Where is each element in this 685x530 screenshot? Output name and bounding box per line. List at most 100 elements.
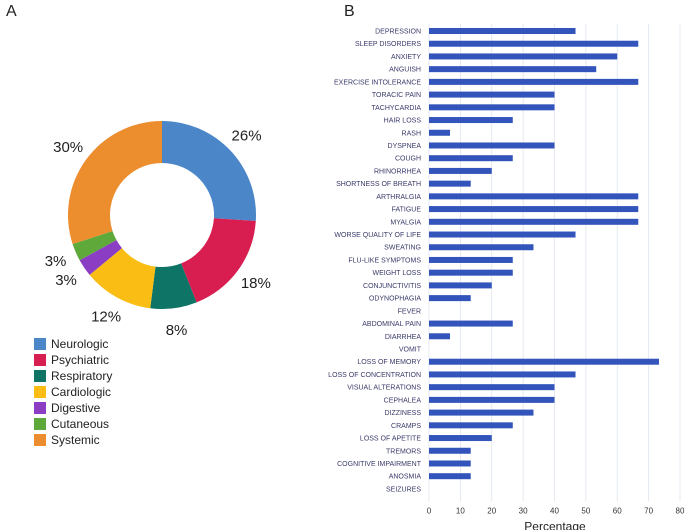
legend-label-cardiologic: Cardiologic (51, 385, 111, 399)
bar-anxiety (429, 53, 618, 60)
category-label-sweating: SWEATING (384, 245, 421, 252)
bar-chart-x-ticks: 0 10 20 30 40 50 60 70 80 (427, 506, 685, 515)
bar-chart-category-labels: DEPRESSION SLEEP DISORDERS ANXIETY ANGUISH E… (328, 29, 422, 494)
bar-anosmia (429, 473, 471, 480)
donut-slice-systemic (67, 121, 162, 245)
category-label-toracic-pain: TORACIC PAIN (372, 92, 421, 99)
bar-exercise-intolerance (429, 78, 639, 85)
x-tick-label: 70 (644, 506, 653, 515)
bar-shortness-of-breath (429, 180, 471, 187)
bar-loss-of-memory (429, 358, 659, 365)
bar-chart-bars (429, 28, 659, 480)
bar-rash (429, 129, 451, 136)
donut-slice-respiratory (150, 263, 197, 309)
bar-odynophagia (429, 295, 471, 302)
bar-abdominal-pain (429, 320, 513, 327)
bar-visual-alterations (429, 384, 555, 391)
bar-depression (429, 28, 576, 34)
category-label-odynophagia: ODYNOPHAGIA (369, 296, 421, 303)
donut-slice-cardiologic (89, 248, 156, 309)
legend-swatch-cutaneous (34, 418, 46, 430)
category-label-abdominal-pain: ABDOMINAL PAIN (362, 321, 421, 328)
x-tick-label: 80 (676, 506, 685, 515)
category-label-tremors: TREMORS (386, 448, 421, 455)
category-label-loss-of-concentration: LOSS OF CONCENTRATION (328, 372, 421, 379)
x-tick-label: 50 (581, 506, 590, 515)
legend-swatch-cardiologic (34, 386, 46, 398)
category-label-depression: DEPRESSION (375, 29, 421, 36)
category-label-myalgia: MYALGIA (390, 219, 421, 226)
x-tick-label: 20 (487, 506, 496, 515)
x-axis-title: Percentage (524, 519, 586, 530)
legend-swatch-respiratory (34, 370, 46, 382)
legend-swatch-neurologic (34, 338, 46, 350)
donut-legend: Neurologic Psychiatric Respiratory Cardiolo… (34, 337, 112, 447)
legend-label-cutaneous: Cutaneous (51, 417, 109, 431)
category-label-conjunctivitis: CONJUNCTIVITIS (363, 283, 421, 290)
bar-cognitive-impairment (429, 460, 471, 467)
x-tick-label: 0 (427, 506, 432, 515)
bar-dizziness (429, 409, 534, 416)
bar-cephalea (429, 396, 555, 403)
bar-weight-loss (429, 269, 513, 276)
category-label-hair-loss: HAIR LOSS (384, 118, 422, 125)
category-label-flu-like-symptoms: FLU-LIKE SYMPTOMS (348, 257, 421, 264)
bar-loss-of-concentration (429, 371, 576, 378)
category-label-fatigue: FATIGUE (392, 207, 422, 214)
donut-label-neurologic: 26% (232, 128, 262, 145)
bar-tremors (429, 447, 471, 454)
category-label-dizziness: DIZZINESS (384, 410, 421, 417)
category-label-loss-of-apetite: LOSS OF APETITE (360, 436, 421, 443)
category-label-visual-alterations: VISUAL ALTERATIONS (347, 385, 421, 392)
category-label-fever: FEVER (398, 308, 421, 315)
x-tick-label: 30 (519, 506, 528, 515)
bar-fatigue (429, 206, 639, 213)
bar-cough (429, 155, 513, 162)
donut-label-psychiatric: 18% (241, 275, 271, 292)
bar-conjunctivitis (429, 282, 492, 289)
legend-label-digestive: Digestive (51, 401, 101, 415)
category-label-shortness-of-breath: SHORTNESS OF BREATH (336, 181, 421, 188)
legend-label-respiratory: Respiratory (51, 369, 112, 383)
category-label-cognitive-impairment: COGNITIVE IMPAIRMENT (337, 461, 422, 468)
bar-rhinorrhea (429, 167, 492, 174)
symptom-bar-chart: DEPRESSION SLEEP DISORDERS ANXIETY ANGUISH E… (328, 24, 685, 530)
bar-worse-quality-of-life (429, 231, 576, 238)
category-label-rash: RASH (402, 130, 421, 137)
category-label-anguish: ANGUISH (389, 67, 421, 74)
bar-flu-like-symptoms (429, 256, 513, 263)
bar-sweating (429, 244, 534, 251)
bar-chart-gridlines (428, 24, 681, 502)
legend-swatch-psychiatric (34, 354, 46, 366)
donut-label-respiratory: 8% (166, 322, 188, 339)
legend-label-psychiatric: Psychiatric (51, 353, 109, 367)
bar-tachycardia (429, 104, 555, 111)
category-label-cough: COUGH (395, 156, 421, 163)
donut-slice-cutaneous (72, 231, 117, 261)
category-label-weight-loss: WEIGHT LOSS (373, 270, 422, 277)
donut-label-cardiologic: 12% (91, 309, 121, 326)
category-label-seizures: SEIZURES (386, 486, 421, 493)
category-label-exercise-intolerance: EXERCISE INTOLERANCE (334, 79, 421, 86)
category-label-anxiety: ANXIETY (391, 54, 421, 61)
category-label-rhinorrhea: RHINORRHEA (374, 168, 421, 175)
bar-toracic-pain (429, 91, 555, 98)
category-label-sleep-disorders: SLEEP DISORDERS (355, 41, 421, 48)
bar-anguish (429, 66, 597, 73)
donut-slice-digestive (79, 240, 122, 275)
legend-label-systemic: Systemic (51, 433, 100, 447)
x-tick-label: 60 (613, 506, 622, 515)
donut-slice-psychiatric (181, 218, 256, 303)
category-label-anosmia: ANOSMIA (389, 474, 422, 481)
bar-cramps (429, 422, 513, 429)
category-label-worse-quality-of-life: WORSE QUALITY OF LIFE (334, 232, 421, 239)
category-label-cephalea: CEPHALEA (384, 397, 422, 404)
donut-label-digestive: 3% (55, 272, 77, 289)
category-label-vomit: VOMIT (399, 347, 422, 354)
donut-slice-neurologic (162, 121, 256, 221)
bar-sleep-disorders (429, 40, 639, 47)
panel-a-letter: A (6, 3, 17, 20)
x-tick-label: 10 (456, 506, 465, 515)
panel-b-letter: B (344, 3, 355, 20)
